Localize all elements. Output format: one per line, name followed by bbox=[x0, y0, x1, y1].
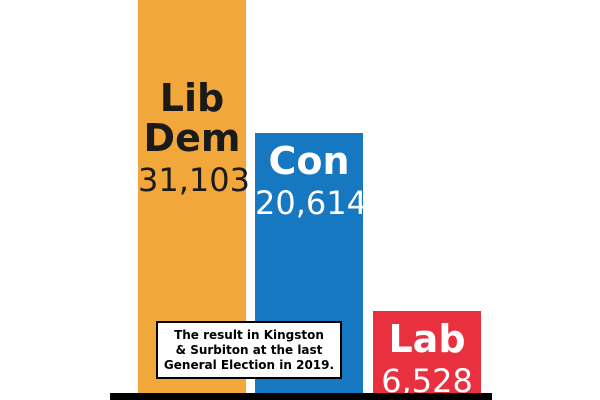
value-label: 20,614 bbox=[255, 184, 367, 222]
bar-lab: Lab 6,528 bbox=[373, 311, 481, 399]
annotation-box: The result in Kingston & Surbiton at the… bbox=[156, 321, 342, 379]
category-label: Lib Dem bbox=[143, 76, 241, 160]
bar-label-group: Con 20,614 bbox=[255, 139, 367, 222]
category-label: Con bbox=[268, 139, 350, 183]
bar-label-group: Lib Dem 31,103 bbox=[138, 76, 250, 199]
x-axis-baseline bbox=[110, 393, 492, 400]
bar-label-group: Lab 6,528 bbox=[373, 319, 481, 399]
category-label: Lab bbox=[388, 317, 466, 361]
annotation-text: The result in Kingston & Surbiton at the… bbox=[163, 327, 335, 372]
value-label: 31,103 bbox=[138, 161, 250, 199]
